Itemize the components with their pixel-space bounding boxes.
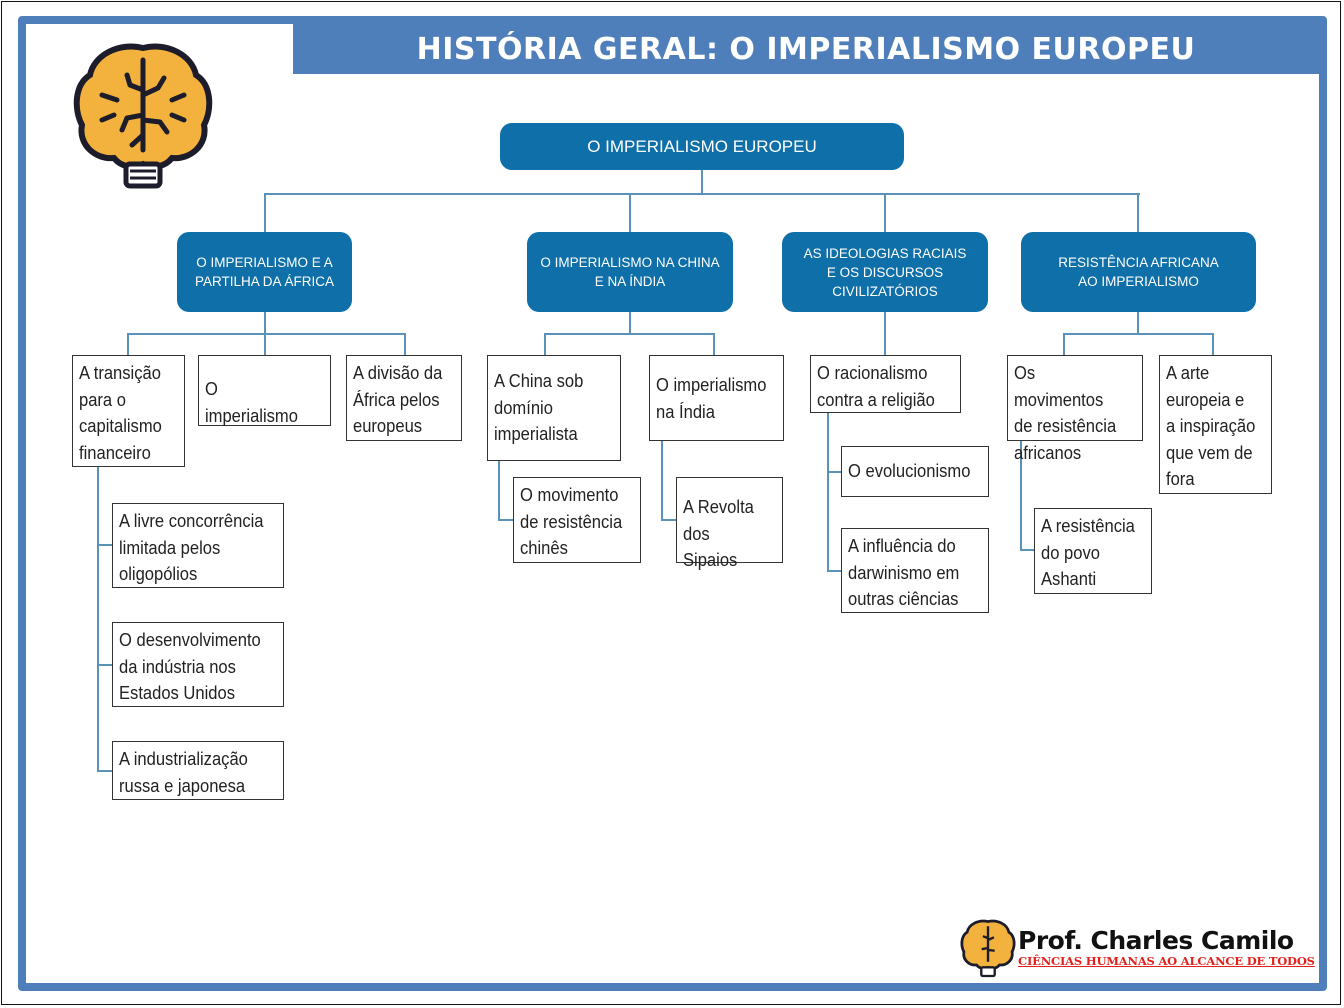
leaf-label: O movimento de resistência chinês <box>520 485 623 558</box>
leaf-label: Os movimentos de resistência africanos <box>1014 363 1117 463</box>
leaf-node: O racionalismo contra a religião <box>810 355 961 413</box>
leaf-label: O evolucionismo <box>848 461 971 481</box>
leaf-node: A influência do darwinismo em outras ciê… <box>841 528 989 613</box>
leaf-node: A resistência do povo Ashanti <box>1034 508 1152 594</box>
brain-lightbulb-icon <box>73 43 213 189</box>
leaf-label: A Revolta dos Sipaios <box>683 497 754 570</box>
leaf-node: A livre concorrência limitada pelos olig… <box>112 503 284 588</box>
brand-tagline: CIÊNCIAS HUMANAS AO ALCANCE DE TODOS <box>1018 954 1315 968</box>
brand-signature: Prof. Charles Camilo CIÊNCIAS HUMANAS AO… <box>960 918 1315 978</box>
leaf-label: A livre concorrência limitada pelos olig… <box>119 511 264 584</box>
leaf-node: A arte europeia e a inspiração que vem d… <box>1159 355 1272 494</box>
branch-node-china-india: O IMPERIALISMO NA CHINA E NA ÍNDIA <box>527 232 733 312</box>
leaf-node: O imperialismo <box>198 355 331 426</box>
leaf-label: A industrialização russa e japonesa <box>119 749 248 796</box>
page-title: HISTÓRIA GERAL: O IMPERIALISMO EUROPEU <box>293 24 1319 74</box>
leaf-label: O racionalismo contra a religião <box>817 363 935 410</box>
leaf-label: A transição para o capitalismo financeir… <box>79 363 162 463</box>
leaf-node: A transição para o capitalismo financeir… <box>72 355 185 467</box>
page-title-text: HISTÓRIA GERAL: O IMPERIALISMO EUROPEU <box>416 31 1196 67</box>
branch-node-resistencia: RESISTÊNCIA AFRICANA AO IMPERIALISMO <box>1021 232 1256 312</box>
leaf-node: A Revolta dos Sipaios <box>676 477 783 570</box>
leaf-label: A arte europeia e a inspiração que vem d… <box>1166 363 1256 489</box>
leaf-node: A industrialização russa e japonesa <box>112 741 284 800</box>
leaf-label: O imperialismo na Índia <box>656 375 767 422</box>
branch-node-africa: O IMPERIALISMO E A PARTILHA DA ÁFRICA <box>177 232 352 312</box>
branch-node-ideologias: AS IDEOLOGIAS RACIAIS E OS DISCURSOS CIV… <box>782 232 988 312</box>
leaf-node: Os movimentos de resistência africanos <box>1007 355 1143 463</box>
leaf-node: A China sob domínio imperialista <box>487 355 621 461</box>
leaf-node: O movimento de resistência chinês <box>513 477 641 563</box>
brand-name: Prof. Charles Camilo <box>1018 926 1294 955</box>
leaf-label: A influência do darwinismo em outras ciê… <box>848 536 960 609</box>
leaf-label: A resistência do povo Ashanti <box>1041 516 1135 589</box>
leaf-node: O imperialismo na Índia <box>649 355 784 441</box>
leaf-label: O imperialismo <box>205 379 298 426</box>
leaf-node: A divisão da África pelos europeus <box>346 355 462 441</box>
root-label: O IMPERIALISMO EUROPEU <box>587 136 817 156</box>
brain-lightbulb-icon <box>960 919 1016 978</box>
leaf-label: O desenvolvimento da indústria nos Estad… <box>119 630 261 703</box>
leaf-label: A China sob domínio imperialista <box>494 371 584 444</box>
root-node: O IMPERIALISMO EUROPEU <box>500 123 904 170</box>
leaf-label: A divisão da África pelos europeus <box>353 363 443 436</box>
leaf-node: O desenvolvimento da indústria nos Estad… <box>112 622 284 707</box>
leaf-node: O evolucionismo <box>841 446 989 497</box>
